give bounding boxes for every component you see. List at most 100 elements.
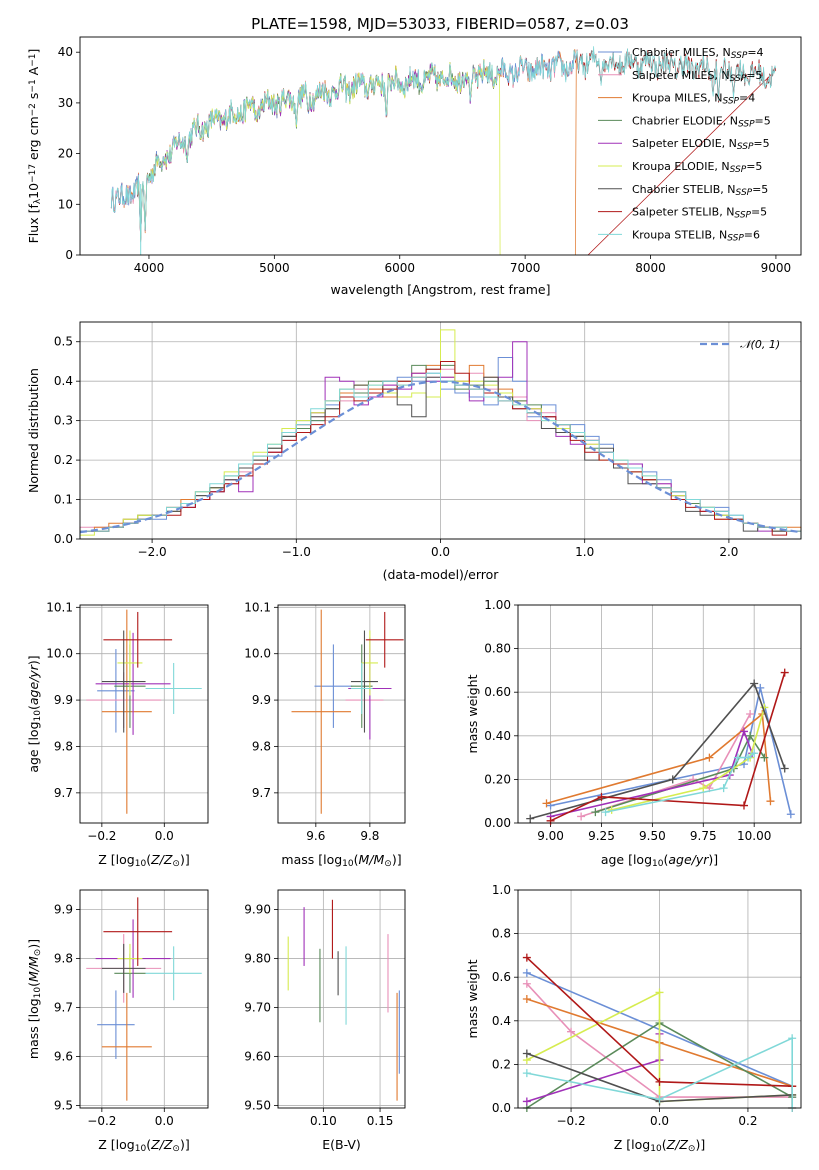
label-part: =5	[755, 114, 771, 127]
label-part: Z/Z	[150, 852, 173, 867]
y-tick-label: 0.20	[484, 772, 511, 786]
label-part: =5	[751, 206, 767, 219]
x-tick-label: 2.0	[719, 545, 738, 559]
label-part: SSP	[730, 165, 747, 175]
label-part: 10	[342, 859, 354, 869]
y-tick-label: 0.60	[484, 685, 511, 699]
x-tick-label: 1.0	[575, 545, 594, 559]
weight-marker	[744, 753, 753, 762]
axes-frame	[277, 889, 406, 1109]
weight-marker	[522, 953, 531, 962]
y-tick-label: 0.5	[54, 335, 73, 349]
weight-marker	[719, 784, 728, 793]
label-part: age [log	[26, 721, 41, 772]
weight-marker	[760, 753, 769, 762]
label-part: ⊙	[33, 949, 43, 957]
y-tick-label: 9.9	[54, 903, 73, 917]
weight-marker	[522, 1069, 531, 1078]
axes-mass_vs_ebv: 0.10 0.15 9.50 9.60 9.70 9.80 9.90 E(B-V)	[244, 889, 406, 1152]
label-part: ⊙	[172, 1144, 180, 1154]
label-part: Chabrier STELIB, N	[632, 183, 736, 196]
label-part: Z/Z	[666, 1137, 689, 1152]
y-tick-label: 9.50	[244, 1099, 271, 1113]
label-part: mass [log	[26, 998, 41, 1059]
x-tick-label: 7000	[510, 261, 541, 275]
label-part: −1	[28, 54, 38, 67]
x-tick-label: 0.0	[155, 829, 174, 843]
label-part: 10	[33, 710, 43, 722]
label-part: age/yr	[26, 664, 41, 705]
weight-marker	[756, 683, 765, 692]
label-part: (	[26, 982, 41, 987]
label-part: )]	[180, 852, 190, 867]
y-tick-label: 9.7	[252, 786, 271, 800]
y-tick-label: 9.8	[252, 739, 271, 753]
label-part: Flux [f	[26, 204, 41, 244]
axes-frame	[79, 604, 209, 824]
weight-marker	[655, 1077, 664, 1086]
weight-line-kroupa-elodie	[611, 707, 766, 811]
weight-marker	[522, 1097, 531, 1106]
y-tick-label: 9.6	[54, 1050, 73, 1064]
label-part: 10	[135, 859, 147, 869]
y-tick-label: 9.5	[54, 1099, 73, 1113]
weight-marker	[601, 808, 610, 817]
x-tick-label: 0.15	[367, 1114, 394, 1128]
label-part: ]	[26, 49, 41, 54]
axes-massweight_vs_Z: −0.2 0.0 0.2 0.0 0.2 0.4 0.6 0.8 1.0 Z [log10(Z/Z…	[465, 883, 802, 1154]
label-part: )]	[26, 655, 41, 665]
weight-marker	[522, 979, 531, 988]
label-part: )]	[708, 852, 718, 867]
label-part: ⊙	[172, 859, 180, 869]
y-tick-label: 0.0	[492, 1101, 511, 1115]
x-tick-label: 9.25	[588, 829, 615, 843]
label-part: Salpeter MILES, N	[632, 69, 730, 82]
legend-entry: Kroupa MILES, NSSP=4	[632, 92, 755, 107]
weight-marker	[526, 814, 535, 823]
x-tick-label: −1.0	[282, 545, 311, 559]
y-tick-label: 0.4	[492, 1014, 511, 1028]
weight-line-salpeter-miles	[580, 713, 751, 818]
y-tick-label: 1.0	[492, 883, 511, 897]
label-part: M/M	[359, 852, 385, 867]
weight-marker	[739, 727, 748, 736]
label-part: SSP	[734, 211, 751, 221]
label-part: SSP	[722, 97, 739, 107]
weight-marker	[655, 1095, 664, 1104]
y-tick-label: 0.40	[484, 729, 511, 743]
axes-spectrum: 4000 5000 6000 7000 8000 9000 0 10 20 30 40 wavelen…	[26, 36, 802, 297]
legend-entry: Kroupa STELIB, NSSP=6	[632, 228, 760, 243]
label-part: 10	[650, 1144, 662, 1154]
x-tick-label: 0.0	[431, 545, 450, 559]
legend-entry: Chabrier MILES, NSSP=4	[632, 46, 764, 61]
y-tick-label: 9.9	[54, 693, 73, 707]
label-part: (	[662, 1137, 667, 1152]
x-tick-label: 9.00	[537, 829, 564, 843]
y-tick-label: 0.00	[484, 816, 511, 830]
axes-frame	[79, 36, 802, 256]
weight-marker	[655, 988, 664, 997]
label-part: age/yr	[668, 852, 709, 867]
axes-age_vs_Z: −0.2 0.09.79.89.910.010.1Z [log10(Z/Z⊙)]a…	[26, 600, 209, 869]
weight-marker	[699, 784, 708, 793]
weight-line-salpeter-stelib	[550, 672, 786, 822]
y-tick-label: 9.70	[244, 1001, 271, 1015]
x-tick-label: −0.2	[87, 829, 116, 843]
y-tick-label: 10.0	[46, 647, 73, 661]
weight-marker	[668, 775, 677, 784]
weight-marker	[780, 668, 789, 677]
label-part: =5	[746, 69, 762, 82]
label-part: Z [log	[98, 1137, 134, 1152]
label-part: −2	[28, 103, 38, 116]
label-part: −1	[28, 79, 38, 92]
label-part: s	[26, 93, 41, 104]
figure-title: PLATE=1598, MJD=53033, FIBERID=0587, z=0…	[251, 15, 629, 33]
y-tick-label: 0.0	[54, 532, 73, 546]
weight-marker	[577, 812, 586, 821]
y-tick-label: 9.90	[244, 903, 271, 917]
weight-line-kroupa-stelib	[526, 1036, 793, 1108]
label-part: 10	[652, 859, 664, 869]
label-part: SSP	[730, 74, 747, 84]
y-tick-label: 30	[58, 96, 73, 110]
y-axis-label: Flux [fλ10−17 erg cm−2 s−1 A−1]	[26, 49, 43, 244]
